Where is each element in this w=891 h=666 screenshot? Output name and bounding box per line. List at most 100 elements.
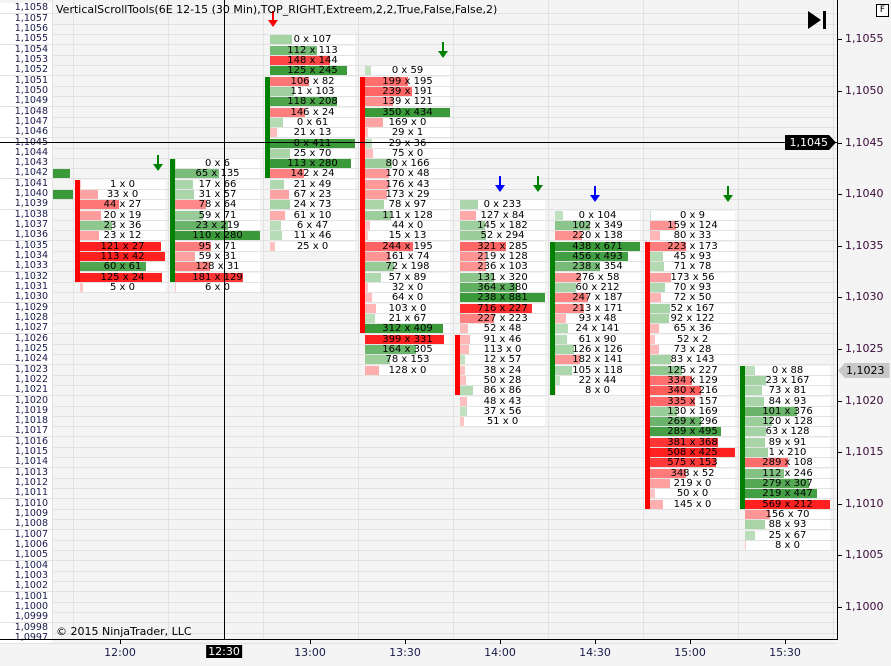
footprint-cell: 575 x 153	[650, 457, 735, 468]
bid-ask-text: 381 x 368	[667, 436, 718, 448]
price-axis-label: 1,1050	[845, 83, 884, 97]
gridline	[0, 519, 837, 521]
bid-ask-text: 95 x 71	[198, 240, 237, 252]
footprint-cell: 21 x 67	[365, 312, 450, 324]
footprint-cell: 364 x 380	[460, 282, 545, 293]
footprint-cell: 170 x 48	[365, 168, 450, 179]
footprint-cell: 24 x 141	[555, 323, 640, 334]
bid-ask-text: 159 x 124	[667, 220, 718, 232]
footprint-cell: 25 x 0	[270, 241, 355, 252]
volume-bar	[365, 76, 408, 86]
volume-bar	[460, 241, 507, 251]
volume-bar	[650, 252, 663, 262]
volume-bar	[650, 427, 722, 437]
volume-bar	[650, 283, 665, 292]
volume-bar	[650, 437, 719, 447]
volume-bar	[460, 221, 485, 231]
footprint-cell: 60 x 212	[555, 282, 640, 293]
footprint-cell: 64 x 0	[365, 292, 450, 303]
gridline	[0, 508, 837, 510]
volume-bar	[365, 210, 391, 220]
candle-body	[75, 179, 80, 282]
gridline	[0, 54, 837, 56]
volume-bar	[460, 386, 474, 396]
bid-ask-text: 31 x 57	[198, 189, 237, 201]
gridline	[0, 580, 837, 582]
footprint-cell: 238 x 354	[555, 261, 640, 272]
gridline	[0, 529, 837, 531]
crosshair-time-label: 12:30	[206, 645, 242, 658]
bid-ask-text: 118 x 208	[287, 96, 338, 108]
price-level-label: 1,1005	[0, 550, 52, 561]
volume-bar	[80, 210, 102, 220]
gridline	[0, 209, 837, 211]
bid-ask-text: 25 x 70	[293, 147, 332, 159]
bid-ask-text: 33 x 0	[106, 189, 139, 201]
price-level-label: 1,1040	[0, 189, 52, 200]
footprint-cell: 80 x 166	[365, 158, 450, 169]
price-level-label: 1,1035	[0, 240, 52, 251]
partial-bar-volume	[53, 169, 70, 179]
footprint-cell: 88 x 93	[745, 519, 830, 530]
volume-bar	[650, 313, 670, 323]
price-axis-label: 1,1025	[845, 341, 884, 355]
price-level-label: 1,1053	[0, 54, 52, 65]
volume-bar	[650, 303, 670, 313]
bid-ask-text: 169 x 0	[388, 116, 427, 128]
bid-ask-text: 321 x 285	[477, 240, 528, 252]
price-level-label: 1,1025	[0, 343, 52, 354]
volume-bar	[555, 355, 580, 365]
footprint-cell: 125 x 245	[270, 65, 355, 76]
gridline	[0, 281, 837, 283]
footprint-cell: 78 x 64	[175, 199, 260, 210]
footprint-cell: 125 x 227	[650, 365, 735, 376]
gridline	[0, 147, 837, 149]
volume-bar	[365, 355, 391, 365]
footprint-cell: 199 x 195	[365, 76, 450, 87]
footprint-cell: 6 x 47	[270, 220, 355, 231]
price-axis-label: 1,1045	[845, 135, 884, 149]
footprint-cell: 340 x 216	[650, 385, 735, 396]
volume-bar	[175, 179, 194, 189]
bid-ask-text: 32 x 0	[391, 282, 424, 293]
copyright-text: © 2015 NinjaTrader, LLC	[56, 625, 192, 638]
bid-ask-text: 142 x 24	[290, 168, 335, 180]
volume-bar	[745, 541, 746, 550]
gridline	[0, 539, 837, 541]
bid-ask-text: 128 x 0	[388, 364, 427, 376]
signal-arrow-down-icon	[533, 175, 543, 192]
price-level-label: 1,1013	[0, 467, 52, 478]
bid-ask-text: 223 x 173	[667, 240, 718, 252]
footprint-cell: 125 x 24	[80, 272, 165, 283]
gridline-vertical	[833, 0, 834, 640]
last-price-label: 1,1023	[838, 363, 890, 378]
scroll-to-end-icon[interactable]	[806, 10, 828, 30]
bid-ask-text: 5 x 0	[110, 282, 135, 293]
bid-ask-text: 21 x 67	[388, 312, 427, 324]
bid-ask-text: 219 x 128	[477, 251, 528, 263]
bid-ask-text: 269 x 296	[667, 416, 718, 428]
footprint-cell: 131 x 320	[460, 272, 545, 283]
gridline	[0, 271, 837, 273]
bid-ask-text: 71 x 78	[673, 261, 712, 273]
bid-ask-text: 111 x 128	[382, 209, 433, 221]
bid-ask-text: 51 x 0	[486, 416, 519, 428]
f-button[interactable]: F	[876, 4, 889, 17]
volume-bar	[460, 283, 517, 292]
price-level-label: 1,1020	[0, 395, 52, 406]
gridline	[0, 168, 837, 170]
gridline	[0, 75, 837, 77]
volume-bar	[460, 210, 477, 220]
volume-bar	[650, 386, 701, 396]
crosshair-vertical	[224, 0, 225, 640]
footprint-cell: 438 x 671	[555, 241, 640, 252]
footprint-cell: 20 x 19	[80, 210, 165, 221]
footprint-cell: 44 x 27	[80, 199, 165, 210]
gridline	[0, 405, 837, 407]
price-axis-tick	[837, 297, 842, 299]
bid-ask-text: 0 x 88	[771, 364, 804, 376]
footprint-cell: 269 x 296	[650, 416, 735, 428]
gridline	[0, 591, 837, 593]
gridline	[0, 560, 837, 562]
